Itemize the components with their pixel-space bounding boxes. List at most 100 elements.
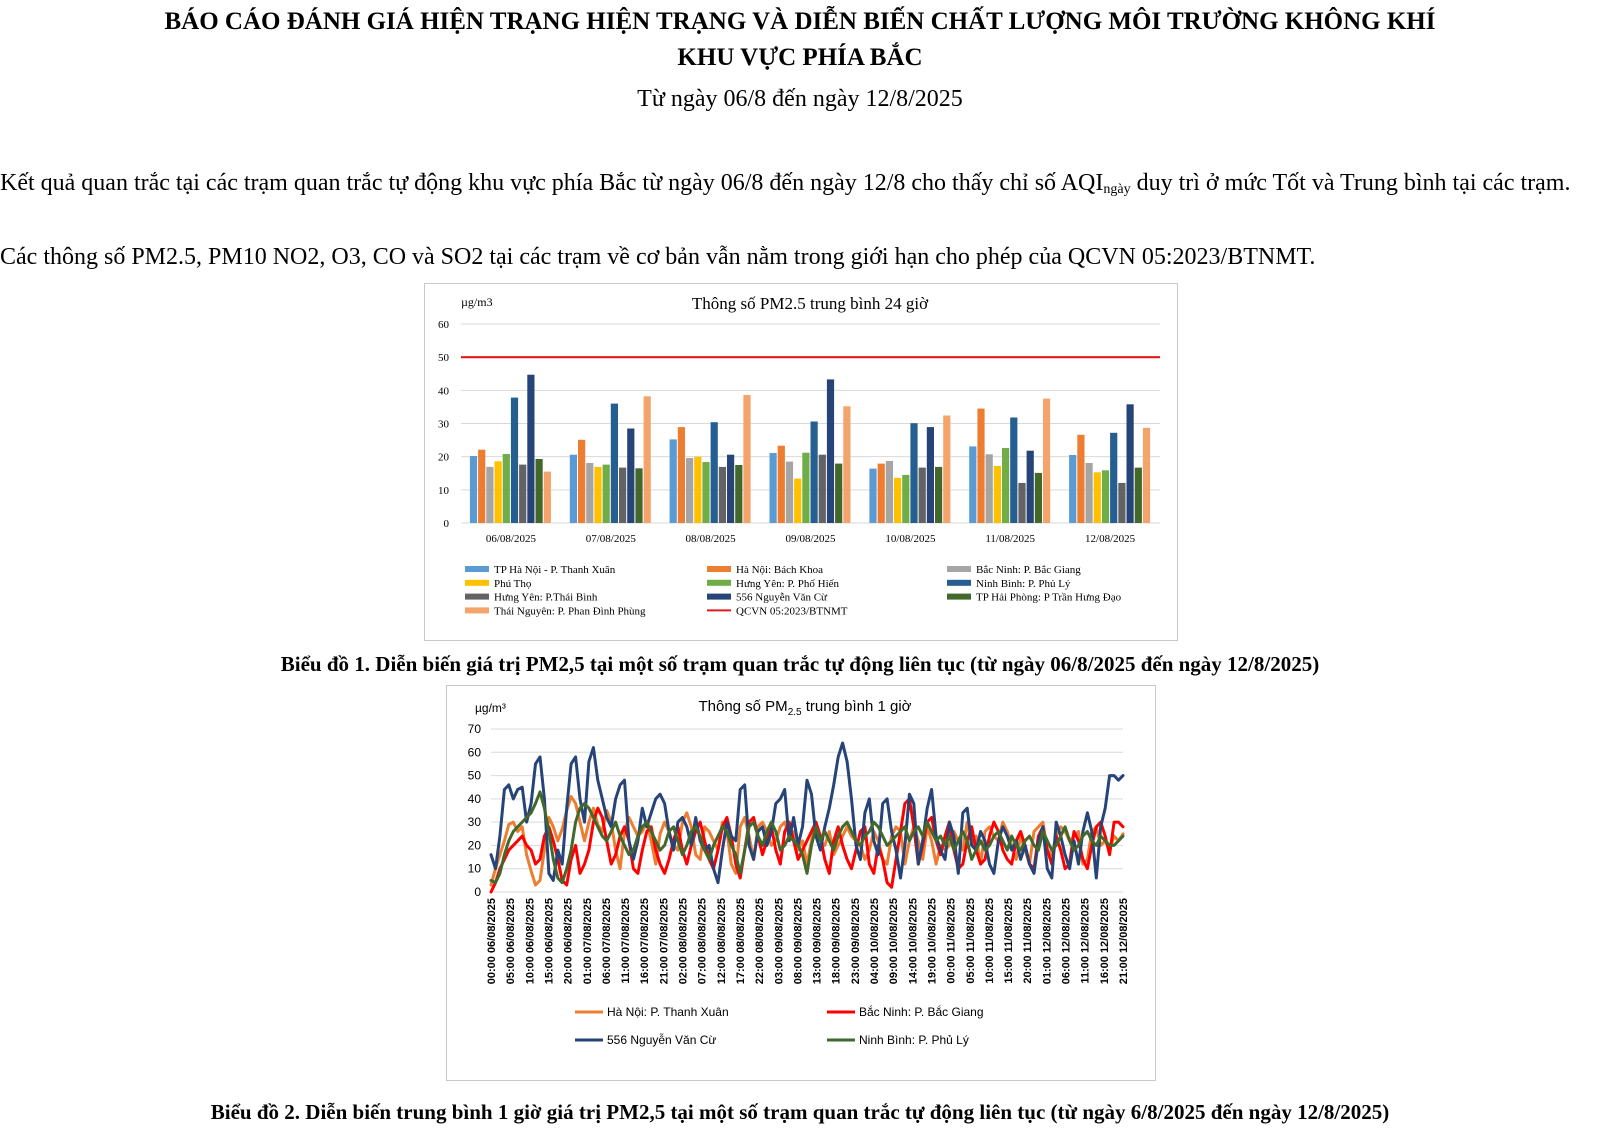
chart2-x-tick-label: 03:00 09/08/2025 [773,898,785,984]
chart2-x-tick-label: 23:00 09/08/2025 [850,898,862,984]
chart1-bar [835,463,843,523]
chart2-series-line [489,790,1125,885]
chart1-legend-swatch [707,579,731,586]
chart2-x-tick-label: 11:00 12/08/2025 [1080,898,1092,984]
paragraph-parameters: Các thông số PM2.5, PM10 NO2, O3, CO và … [0,244,1316,270]
chart1-bar [710,422,718,523]
chart2-x-tick-label: 06:00 07/08/2025 [601,898,613,984]
chart2-x-tick-label: 12:00 08/08/2025 [716,898,728,984]
chart1-y-tick-label: 0 [444,518,450,530]
chart1-bar [777,445,785,523]
chart1-legend-label: Ninh Bình: P. Phủ Lý [976,578,1071,590]
chart1-bar [702,462,710,523]
chart2-x-tick-label: 04:00 10/08/2025 [869,898,881,984]
chart1-bar [619,467,627,523]
chart1-bar [669,439,677,523]
chart1-bar [1134,467,1142,523]
chart2-x-tick-label: 22:00 08/08/2025 [754,898,766,984]
pm25-24h-bar-chart: µg/m3 Thông số PM2.5 trung bình 24 giờ 0 10… [424,283,1178,641]
chart1-legend-swatch [947,566,971,572]
chart2-x-tick-label: 13:00 09/08/2025 [812,898,824,984]
chart2-x-tick-label: 00:00 11/08/2025 [946,898,958,984]
chart1-caption: Biểu đồ 1. Diễn biến giá trị PM2,5 tại m… [280,652,1320,676]
chart2-x-tick-label: 01:00 12/08/2025 [1041,898,1053,984]
chart1-bar [902,474,910,523]
chart1-x-tick-label: 09/08/2025 [785,533,836,545]
chart1-bar [985,454,993,523]
chart2-y-unit: µg/m³ [475,701,506,715]
chart1-bar [993,466,1001,523]
chart1-bar [826,379,835,523]
chart1-x-tick-label: 11/08/2025 [985,533,1035,545]
chart1-legend-swatch [465,579,489,586]
chart2-x-tick-label: 06:00 12/08/2025 [1061,898,1073,984]
chart1-legend-label: Bắc Ninh: P. Bắc Giang [976,564,1081,576]
chart1-bar [926,427,934,523]
chart1-bar [810,421,818,523]
chart1-bar [519,464,527,523]
chart1-legend-swatch [465,593,489,600]
chart2-y-tick-label: 20 [468,838,482,852]
chart1-legend-label: 556 Nguyễn Văn Cừ [736,592,828,604]
chart1-bar [818,454,826,523]
paragraph-aqi-text-b: duy trì ở mức Tốt và Trung bình tại các … [1130,170,1571,196]
chart2-title: Thông số PM2.5 trung bình 1 giờ [698,698,911,718]
chart1-bar [578,439,586,523]
chart2-x-tick-label: 17:00 08/08/2025 [735,898,747,984]
chart2-x-tick-label: 11:00 07/08/2025 [620,898,632,984]
chart2-legend-label: 556 Nguyễn Văn Cừ [607,1032,716,1047]
chart2-x-tick-label: 16:00 12/08/2025 [1099,898,1111,984]
chart2-x-tick-label: 10:00 06/08/2025 [524,898,536,984]
chart1-bar [794,478,802,523]
chart1-legend-label: TP Hải Phòng: P Trần Hưng Đạo [976,592,1122,604]
chart1-y-unit: µg/m3 [461,295,493,309]
chart1-legend-label: Hưng Yên: P. Phố Hiến [736,578,840,590]
chart1-bar [1118,482,1126,523]
chart1-y-tick-label: 60 [438,319,450,331]
chart1-legend-swatch [707,566,731,572]
chart1-y-tick-label: 10 [438,485,450,497]
report-date-range: Từ ngày 06/8 đến ngày 12/8/2025 [637,86,963,112]
chart1-y-tick-label: 20 [438,452,450,464]
chart1-x-tick-label: 12/08/2025 [1085,533,1136,545]
chart2-x-tick-label: 09:00 10/08/2025 [888,898,900,984]
chart1-bar [610,403,618,523]
chart1-bar [918,467,926,523]
chart1-bar [935,466,943,523]
chart2-x-tick-label: 02:00 08/08/2025 [678,898,690,984]
chart2-x-tick-label: 21:00 12/08/2025 [1118,898,1130,984]
chart1-bar [718,466,726,523]
chart1-bar [727,454,735,523]
chart1-x-tick-label: 06/08/2025 [486,533,537,545]
chart1-bar [1126,404,1134,523]
chart1-bar [1142,427,1151,523]
chart1-bar [1043,398,1051,523]
chart1-bar [1010,417,1018,523]
chart1-legend-swatch [465,566,489,572]
chart1-bar [885,461,893,523]
chart1-bar [877,463,885,523]
chart1-x-tick-label: 10/08/2025 [885,533,936,545]
chart2-y-tick-label: 40 [468,792,482,806]
chart1-bar [1018,482,1026,523]
chart1-bar [686,458,694,523]
chart2-series-line [489,797,1125,894]
chart1-bar [743,395,751,523]
chart2-legend-label: Ninh Bình: P. Phủ Lý [859,1033,969,1047]
chart1-bar [1002,448,1010,523]
chart1-bar [694,456,702,523]
chart2-y-tick-label: 0 [474,885,481,899]
chart2-y-tick-label: 30 [468,815,482,829]
chart1-legend-label: Thái Nguyên: P. Phan Đình Phùng [494,605,646,617]
chart1-bar [943,415,951,523]
chart1-bar [802,452,810,523]
chart1-bar [1085,463,1093,523]
chart2-x-tick-label: 08:00 09/08/2025 [792,898,804,984]
report-title-line1: BÁO CÁO ĐÁNH GIÁ HIỆN TRẠNG HIỆN TRẠNG V… [164,8,1436,35]
chart2-x-tick-label: 15:00 11/08/2025 [1003,898,1015,984]
chart1-bar [478,449,486,523]
chart1-bar [1110,432,1118,523]
chart1-legend-swatch [947,593,971,600]
chart1-bar [735,465,743,523]
chart1-legend-swatch [707,593,731,600]
